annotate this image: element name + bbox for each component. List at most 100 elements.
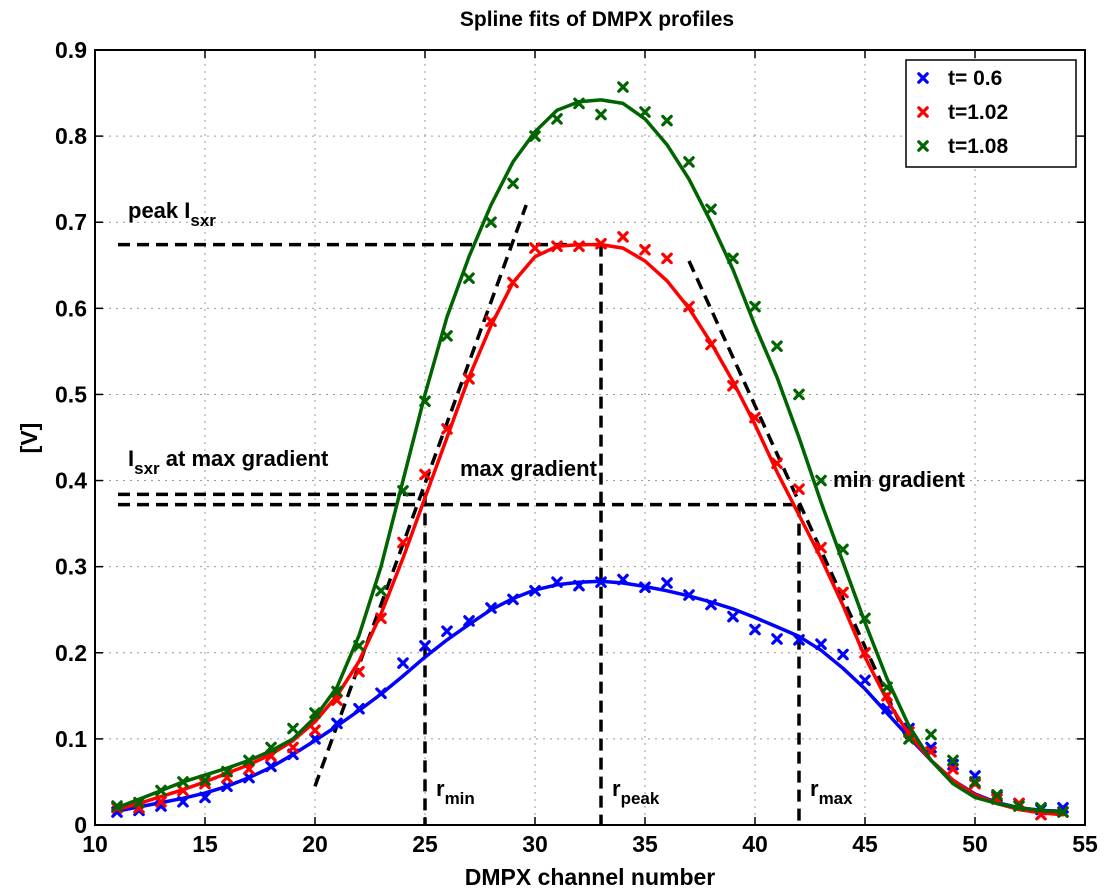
data-point (1013, 800, 1025, 812)
annotations: peak Isxr Isxr at max gradient max gradi… (128, 198, 966, 808)
y-tick-label: 0.1 (55, 726, 87, 752)
data-point (617, 231, 629, 243)
max-gradient-tangent (313, 204, 528, 787)
data-point (661, 577, 673, 589)
data-point (485, 602, 497, 614)
data-point (793, 388, 805, 401)
plot-frame (94, 49, 1086, 826)
data-point (771, 633, 783, 645)
r-max-label: rmax (810, 776, 853, 808)
data-point (837, 543, 849, 556)
gradient-label: Isxr at max gradient (128, 446, 329, 478)
data-point (947, 754, 959, 767)
legend-box (905, 59, 1077, 168)
data-point (573, 579, 585, 592)
x-axis: 10 15 20 25 30 35 40 45 50 55 (82, 50, 1098, 857)
data-point (727, 252, 739, 265)
data-point (397, 657, 409, 669)
x-tick-label: 50 (962, 831, 988, 857)
x-tick-label: 35 (632, 831, 658, 857)
data-point (507, 177, 519, 190)
data-point (287, 741, 299, 754)
legend: t= 0.6 t=1.02 t=1.08 (905, 59, 1077, 168)
data-point (309, 733, 321, 745)
data-point (463, 615, 475, 627)
data-point (331, 685, 343, 698)
x-axis-label: DMPX channel number (465, 864, 716, 889)
data-point (639, 106, 651, 118)
data-point (683, 589, 695, 601)
data-point (1057, 806, 1069, 818)
data-point (881, 681, 893, 694)
data-point (969, 776, 981, 788)
data-point (793, 634, 805, 646)
data-point (749, 411, 761, 424)
x-tick-label: 10 (82, 831, 108, 857)
data-point (353, 640, 365, 652)
reference-lines (118, 204, 911, 825)
data-point (705, 338, 717, 351)
x-tick-label: 40 (742, 831, 768, 857)
spline-fit-line (115, 242, 1065, 817)
legend-item: t=1.02 (917, 101, 1008, 124)
data-point (573, 97, 585, 110)
data-point (177, 784, 189, 797)
data-point (353, 665, 365, 678)
data-point (287, 722, 299, 735)
data-point (815, 474, 827, 487)
data-point (155, 795, 167, 808)
data-point (837, 648, 849, 661)
data-point (705, 203, 717, 216)
data-point (177, 776, 189, 788)
data-point (947, 763, 959, 775)
legend-label: t=1.02 (948, 101, 1008, 124)
data-point (155, 784, 167, 797)
data-point (991, 789, 1003, 801)
legend-item: t= 0.6 (917, 67, 1002, 90)
data-point (177, 795, 189, 808)
data-point (331, 694, 343, 706)
r-peak-label: rpeak (612, 776, 660, 808)
data-point (441, 423, 453, 435)
y-tick-label: 0.8 (55, 123, 87, 149)
y-tick-label: 0.6 (55, 295, 87, 321)
x-tick-label: 20 (302, 831, 328, 857)
legend-label: t=1.08 (948, 135, 1008, 158)
data-point (595, 237, 607, 250)
x-tick-label: 55 (1072, 831, 1098, 857)
data-point (463, 373, 475, 385)
r-min-label: rmin (436, 776, 475, 808)
data-point (397, 536, 409, 549)
data-point (243, 771, 255, 784)
y-tick-label: 0.4 (55, 468, 87, 494)
data-point (507, 276, 519, 289)
data-point (485, 216, 497, 229)
legend-label: t= 0.6 (948, 67, 1002, 90)
x-tick-label: 45 (852, 831, 878, 857)
data-point (771, 457, 783, 470)
data-point (771, 340, 783, 353)
data-point (529, 584, 541, 597)
legend-marker (917, 140, 929, 152)
chart-title: Spline fits of DMPX profiles (460, 8, 734, 31)
data-point (309, 724, 321, 737)
min-gradient-label: min gradient (833, 467, 966, 492)
data-point (243, 754, 255, 767)
data-point (221, 780, 233, 793)
data-point (661, 252, 673, 265)
data-point (463, 272, 475, 284)
data-point (661, 114, 673, 127)
data-point (793, 483, 805, 495)
data-point (485, 315, 497, 328)
data-point (727, 610, 739, 623)
spline-fit-line (115, 579, 1065, 813)
data-point (507, 593, 519, 606)
min-gradient-tangent (687, 260, 911, 744)
data-point (1035, 801, 1047, 814)
data-point (221, 765, 233, 778)
data-point (749, 300, 761, 313)
data-point (111, 800, 123, 812)
series-3 (111, 81, 1069, 818)
data-point (243, 763, 255, 775)
